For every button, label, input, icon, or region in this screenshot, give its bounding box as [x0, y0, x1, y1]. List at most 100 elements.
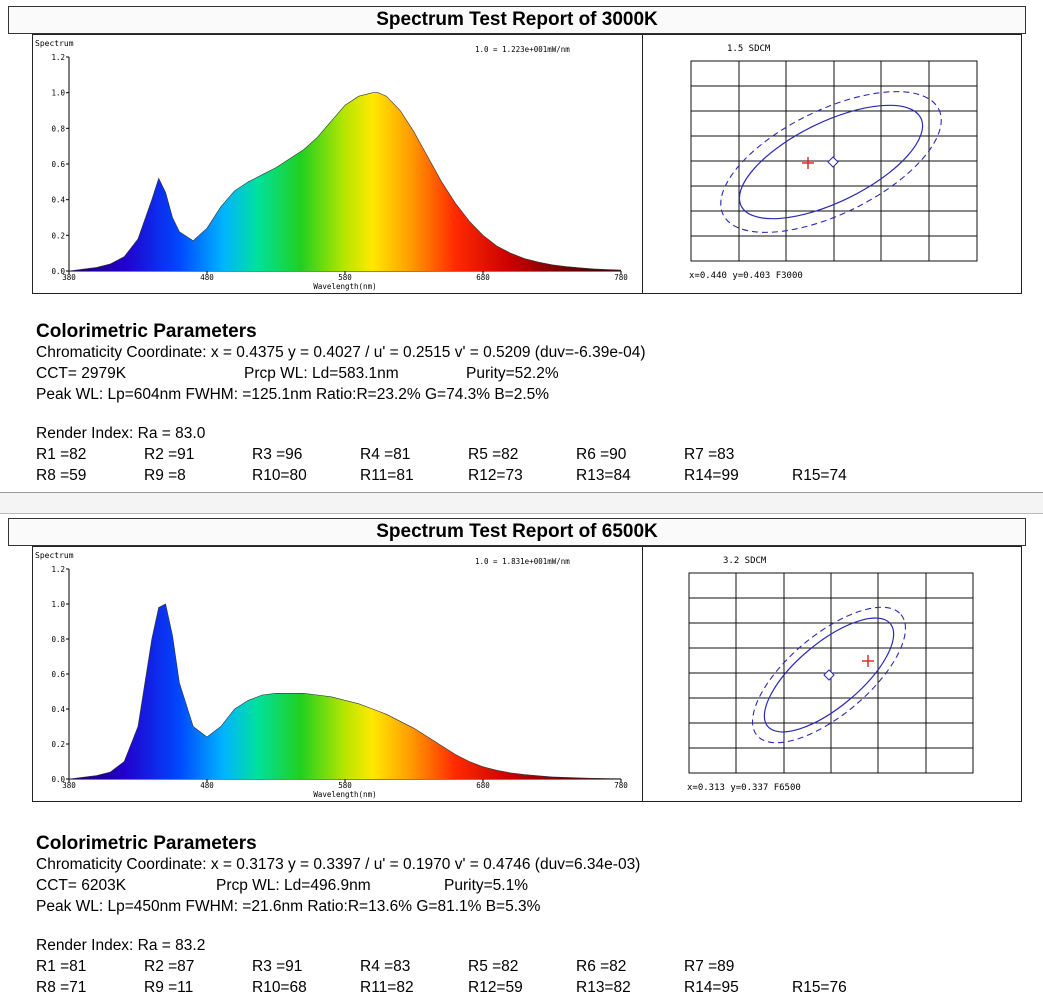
report-6500k: Spectrum Test Report of 6500K 0.0 0.2 0.4 0…	[0, 512, 1043, 1001]
render-index-value: R10=68	[252, 979, 307, 996]
render-index-value: R11=81	[360, 467, 414, 484]
x-tick-label: 580	[338, 273, 352, 282]
cct-line: CCT= 6203K Prcp WL: Ld=496.9nm Purity=5.…	[36, 875, 1036, 896]
render-index-value: R4 =81	[360, 446, 411, 463]
sdcm-grid	[690, 60, 978, 262]
render-index-value: R7 =83	[684, 446, 735, 463]
cct-line: CCT= 2979K Prcp WL: Ld=583.1nm Purity=52…	[36, 363, 1036, 384]
render-index-value: R14=95	[684, 979, 739, 996]
params-heading: Colorimetric Parameters	[36, 321, 257, 342]
y-tick-label: 1.0	[51, 600, 65, 609]
render-index-value: R10=80	[252, 467, 307, 484]
report-3000k: Spectrum Test Report of 3000K 0.0 0.2 0.4 0…	[0, 0, 1043, 500]
measured-point-marker	[862, 655, 874, 667]
x-tick-label: 480	[200, 781, 214, 790]
y-tick-label: 0.2	[51, 231, 65, 240]
spectrum-area	[69, 604, 621, 779]
render-index-value: R1 =82	[36, 446, 87, 463]
render-index-value: R5 =82	[468, 958, 519, 975]
render-index-value: R7 =89	[684, 958, 735, 975]
x-tick-label: 380	[62, 273, 76, 282]
y-tick-label: 0.8	[51, 635, 65, 644]
y-tick-label: 1.2	[51, 53, 65, 62]
sdcm-readout: x=0.440 y=0.403 F3000	[689, 271, 803, 281]
render-index-value: R3 =96	[252, 446, 303, 463]
report-title: Spectrum Test Report of 3000K	[8, 6, 1026, 34]
render-index-value: R9 =8	[144, 467, 186, 484]
sdcm-grid	[688, 572, 974, 774]
spectrum-line	[68, 92, 622, 272]
y-tick-label: 0.0	[51, 775, 65, 784]
target-point-marker	[823, 669, 835, 681]
chart-title: Spectrum	[35, 551, 74, 560]
render-row-2: R8 =59 R9 =8 R10=80 R11=81 R12=73 R13=84 R14=9…	[36, 465, 1036, 486]
colorimetric-parameters: Colorimetric Parameters Chromaticity Coo…	[36, 834, 1036, 998]
x-tick-label: 380	[62, 781, 76, 790]
sdcm-ellipse-inner	[738, 104, 924, 220]
x-tick-label: 680	[476, 273, 490, 282]
sdcm-panel: 3.2 SDCM x=0.313 y=0.337 F6500	[642, 546, 1022, 802]
render-index-line: Render Index: Ra = 83.2	[36, 937, 206, 954]
y-tick-label: 1.0	[51, 89, 65, 98]
cct-value: CCT= 2979K	[36, 365, 127, 382]
render-row-1: R1 =81 R2 =87 R3 =91 R4 =83 R5 =82 R6 =82 R7 =…	[36, 956, 1036, 977]
peak-wl-line: Peak WL: Lp=604nm FWHM: =125.1nm Ratio:R…	[36, 386, 550, 403]
render-index-value: R15=76	[792, 979, 847, 996]
cct-value: CCT= 6203K	[36, 877, 127, 894]
target-point-marker	[827, 156, 839, 168]
spectrum-area	[69, 92, 621, 271]
peak-wl-line: Peak WL: Lp=450nm FWHM: =21.6nm Ratio:R=…	[36, 898, 541, 915]
sdcm-panel: 1.5 SDCM x=0.440 y=0.403 F3000	[642, 34, 1022, 294]
sdcm-ellipse-outer	[720, 91, 942, 233]
spectrum-line	[68, 603, 622, 780]
render-index-value: R2 =91	[144, 446, 195, 463]
render-index-value: R3 =91	[252, 958, 303, 975]
chromaticity-line: Chromaticity Coordinate: x = 0.4375 y = …	[36, 344, 646, 361]
scale-note: 1.0 = 1.223e+001mW/nm	[475, 45, 570, 54]
spectrum-panel: 0.0 0.2 0.4 0.6 0.8 1.0 1.2 380 480 580 680 780 Spec…	[32, 34, 644, 294]
x-tick-label: 780	[614, 781, 628, 790]
y-tick-label: 0.6	[51, 160, 65, 169]
purity-value: Purity=52.2%	[466, 365, 559, 382]
x-tick-label: 780	[614, 273, 628, 282]
chart-title: Spectrum	[35, 39, 74, 48]
sdcm-label: 3.2 SDCM	[723, 556, 767, 566]
render-row-1: R1 =82 R2 =91 R3 =96 R4 =81 R5 =82 R6 =90 R7 =…	[36, 444, 1036, 465]
y-tick-label: 0.0	[51, 267, 65, 276]
render-index-value: R8 =59	[36, 467, 87, 484]
y-tick-label: 1.2	[51, 565, 65, 574]
purity-value: Purity=5.1%	[444, 877, 529, 894]
render-index-value: R8 =71	[36, 979, 87, 996]
prcp-wl-value: Prcp WL: Ld=496.9nm	[216, 877, 371, 894]
render-index-value: R12=59	[468, 979, 523, 996]
render-index-value: R5 =82	[468, 446, 519, 463]
chromaticity-line: Chromaticity Coordinate: x = 0.3173 y = …	[36, 856, 641, 873]
render-index-value: R14=99	[684, 467, 739, 484]
spectrum-chart: 0.0 0.2 0.4 0.6 0.8 1.0 1.2 380 480 580 680 780 Spec…	[35, 551, 628, 799]
spectrum-panel: 0.0 0.2 0.4 0.6 0.8 1.0 1.2 380 480 580 680 780 Spec…	[32, 546, 644, 802]
sdcm-ellipse-inner	[763, 617, 895, 733]
sdcm-chart: 1.5 SDCM x=0.440 y=0.403 F3000	[689, 44, 978, 281]
render-index-value: R12=73	[468, 467, 523, 484]
sdcm-chart: 3.2 SDCM x=0.313 y=0.337 F6500	[687, 556, 974, 793]
y-tick-label: 0.4	[51, 196, 65, 205]
x-axis-label: Wavelength(nm)	[313, 790, 376, 799]
colorimetric-parameters: Colorimetric Parameters Chromaticity Coo…	[36, 322, 1036, 486]
prcp-wl-value: Prcp WL: Ld=583.1nm	[244, 365, 399, 382]
render-index-value: R13=84	[576, 467, 631, 484]
y-tick-label: 0.8	[51, 124, 65, 133]
render-index-value: R11=82	[360, 979, 414, 996]
sdcm-label: 1.5 SDCM	[727, 44, 771, 54]
params-heading: Colorimetric Parameters	[36, 833, 257, 854]
render-index-value: R9 =11	[144, 979, 194, 996]
report-title: Spectrum Test Report of 6500K	[8, 518, 1026, 546]
render-row-2: R8 =71 R9 =11 R10=68 R11=82 R12=59 R13=82 R14=…	[36, 977, 1036, 998]
y-tick-label: 0.6	[51, 670, 65, 679]
x-tick-label: 680	[476, 781, 490, 790]
render-index-line: Render Index: Ra = 83.0	[36, 425, 206, 442]
x-tick-label: 580	[338, 781, 352, 790]
render-index-value: R6 =82	[576, 958, 627, 975]
render-index-value: R2 =87	[144, 958, 195, 975]
render-index-value: R1 =81	[36, 958, 87, 975]
render-index-value: R15=74	[792, 467, 847, 484]
